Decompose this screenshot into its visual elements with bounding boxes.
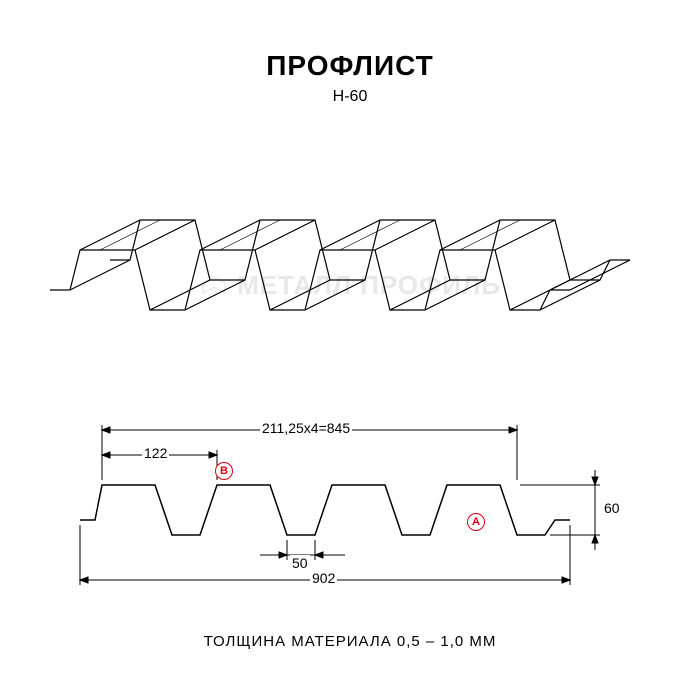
cross-section-view: 211,25х4=845 122 50 902 60 B A [60, 400, 640, 600]
dim-valley: 50 [290, 555, 310, 571]
dim-pitch: 122 [142, 445, 169, 461]
title-block: ПРОФЛИСТ Н-60 [0, 50, 700, 106]
callout-a: A [467, 513, 485, 531]
dim-height: 60 [602, 500, 622, 516]
material-thickness-text: ТОЛЩИНА МАТЕРИАЛА 0,5 – 1,0 ММ [0, 633, 700, 650]
dim-total-width-useful: 211,25х4=845 [260, 420, 352, 436]
product-title: ПРОФЛИСТ [0, 50, 700, 82]
callout-b: B [215, 462, 233, 480]
dim-overall-width: 902 [310, 570, 337, 586]
isometric-view [40, 160, 660, 360]
product-subtitle: Н-60 [0, 88, 700, 106]
